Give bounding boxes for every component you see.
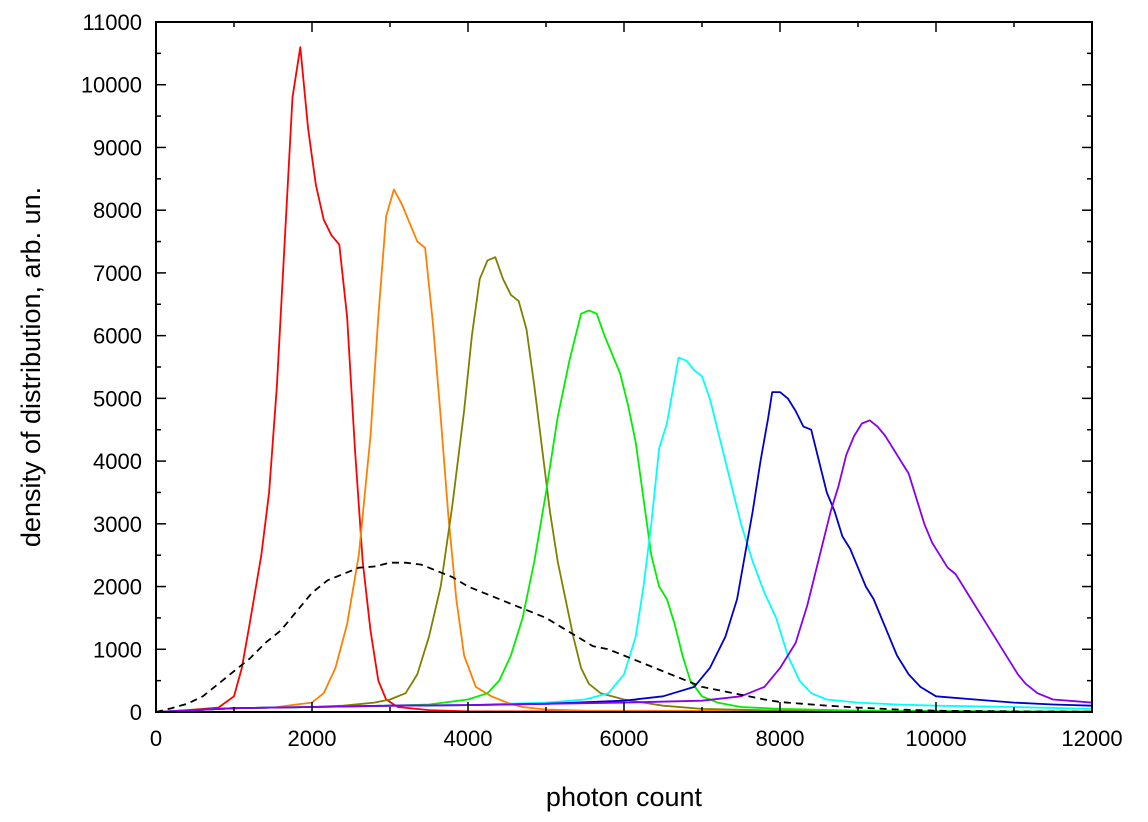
series-layer: [155, 46, 1093, 713]
y-tick-label: 1000: [93, 637, 142, 662]
series-line-6: [155, 391, 1093, 713]
y-tick-label: 5000: [93, 386, 142, 411]
series-line-2: [155, 188, 1093, 713]
series-line-5: [155, 356, 1093, 713]
y-tick-label: 3000: [93, 512, 142, 537]
y-tick-label: 0: [130, 700, 142, 725]
series-line-8: [155, 561, 1093, 713]
x-tick-label: 2000: [288, 726, 337, 751]
x-tick-label: 4000: [444, 726, 493, 751]
y-tick-label: 11000: [82, 10, 142, 35]
y-tick-label: 9000: [93, 135, 142, 160]
ticks-layer: 0 2000 4000 6000 8000 10000 12000 0 1000 2000 3000…: [81, 10, 1123, 751]
series-line-3: [155, 256, 1093, 713]
x-tick-label: 8000: [756, 726, 805, 751]
y-tick-label: 6000: [93, 324, 142, 349]
plot-frame: [155, 21, 1093, 713]
y-tick-label: 7000: [93, 261, 142, 286]
series-line-4: [155, 309, 1093, 713]
x-tick-label: 6000: [600, 726, 649, 751]
x-tick-label: 10000: [905, 726, 966, 751]
series-line-1: [155, 46, 1093, 713]
y-tick-label: 2000: [93, 575, 142, 600]
x-tick-label: 0: [150, 726, 162, 751]
x-axis-label: photon count: [546, 782, 703, 812]
y-tick-label: 8000: [93, 198, 142, 223]
series-line-7: [155, 419, 1093, 713]
x-tick-label: 12000: [1061, 726, 1122, 751]
y-tick-label: 4000: [93, 449, 142, 474]
y-axis-label: density of distribution, arb. un.: [16, 187, 46, 547]
y-tick-label: 10000: [81, 73, 142, 98]
